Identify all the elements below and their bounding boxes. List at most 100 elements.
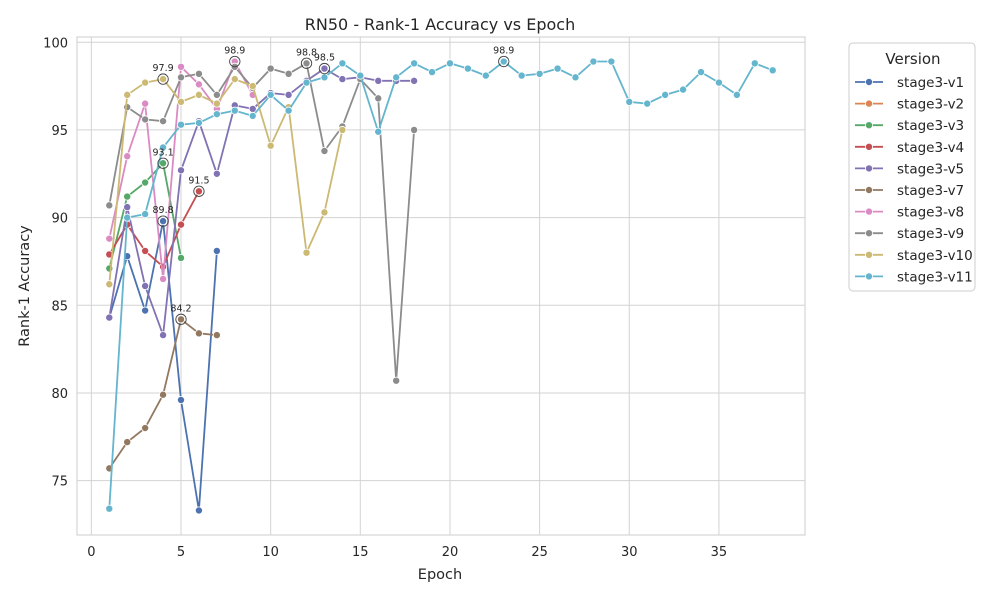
legend-marker xyxy=(865,229,874,238)
series-stage3-v1 xyxy=(105,217,221,515)
annotation-label: 91.5 xyxy=(188,175,209,186)
data-point xyxy=(266,141,275,150)
data-point xyxy=(141,210,150,219)
legend-box xyxy=(848,42,976,292)
data-point xyxy=(194,90,203,99)
legend-marker xyxy=(865,164,874,173)
annotation: 98.5 xyxy=(314,53,335,75)
data-point xyxy=(176,253,185,262)
data-point xyxy=(176,315,185,324)
data-point xyxy=(661,90,670,99)
data-point xyxy=(176,97,185,106)
data-point xyxy=(445,59,454,68)
data-point xyxy=(750,59,759,68)
y-tick-label: 90 xyxy=(51,212,68,227)
x-tick-label: 30 xyxy=(621,545,638,560)
legend-marker xyxy=(865,142,874,151)
legend-item-stage3-v3: stage3-v3 xyxy=(855,118,964,134)
annotation-label: 84.2 xyxy=(170,303,191,314)
data-point xyxy=(141,78,150,87)
data-point xyxy=(123,438,132,447)
data-point xyxy=(320,64,329,73)
legend-label: stage3-v9 xyxy=(897,226,964,242)
annotation-ring xyxy=(300,57,313,69)
data-point xyxy=(159,143,168,152)
data-point xyxy=(248,104,257,113)
annotation: 93.1 xyxy=(152,147,174,169)
data-point xyxy=(392,376,401,385)
data-point xyxy=(105,201,114,210)
data-point xyxy=(159,159,168,168)
x-axis-ticks: 0 5 10 15 20 25 30 35 xyxy=(87,545,727,560)
data-point xyxy=(643,99,652,108)
x-tick-label: 10 xyxy=(262,545,279,560)
legend-label: stage3-v4 xyxy=(897,140,964,156)
data-point xyxy=(392,73,401,82)
data-point xyxy=(607,57,616,66)
x-axis-title: Epoch xyxy=(418,567,462,583)
legend-label: stage3-v2 xyxy=(897,97,964,113)
data-point xyxy=(105,313,114,322)
data-point xyxy=(553,64,562,73)
annotation-label: 98.8 xyxy=(296,47,317,58)
data-point xyxy=(212,246,221,255)
data-point xyxy=(374,94,383,103)
data-point xyxy=(194,329,203,338)
data-point xyxy=(374,76,383,85)
legend-marker xyxy=(865,185,874,194)
data-point xyxy=(141,281,150,290)
annotation-ring xyxy=(498,55,510,68)
data-point xyxy=(141,306,150,315)
legend-label: stage3-v10 xyxy=(897,248,973,264)
data-point xyxy=(535,69,544,78)
annotation-label: 98.9 xyxy=(493,46,514,57)
plot-frame xyxy=(76,36,806,536)
legend-marker xyxy=(865,272,874,281)
data-point xyxy=(194,118,203,127)
legend-label: stage3-v1 xyxy=(897,75,964,91)
annotation-ring xyxy=(175,313,187,325)
data-point xyxy=(338,125,347,134)
data-point xyxy=(302,248,311,257)
data-point xyxy=(123,103,132,112)
legend-item-stage3-v9: stage3-v9 xyxy=(855,226,964,242)
data-point xyxy=(194,506,203,515)
data-point xyxy=(338,59,347,68)
data-point xyxy=(159,274,168,283)
legend-marker xyxy=(865,78,874,87)
data-point xyxy=(230,106,239,115)
annotation-label: 89.8 xyxy=(152,205,173,216)
legend-item-stage3-v4: stage3-v4 xyxy=(855,140,964,156)
data-point xyxy=(212,99,221,108)
annotation-ring xyxy=(157,73,169,85)
data-point xyxy=(679,85,688,94)
legend-marker xyxy=(865,250,874,259)
legend-item-stage3-v2: stage3-v2 xyxy=(855,97,964,113)
data-point xyxy=(284,69,293,78)
legend-item-stage3-v8: stage3-v8 xyxy=(855,205,964,221)
data-point xyxy=(589,57,598,66)
data-point xyxy=(194,187,203,196)
data-point xyxy=(159,331,168,340)
data-point xyxy=(463,64,472,73)
legend-item-stage3-v10: stage3-v10 xyxy=(855,248,973,264)
series-stage3-v10 xyxy=(105,75,347,289)
x-tick-label: 35 xyxy=(711,545,728,560)
annotation: 98.9 xyxy=(224,46,245,68)
x-tick-label: 5 xyxy=(177,545,185,560)
data-point xyxy=(410,59,419,68)
data-point xyxy=(248,111,257,120)
data-point xyxy=(266,90,275,99)
data-point xyxy=(230,75,239,84)
data-point xyxy=(176,220,185,229)
data-point xyxy=(159,75,168,84)
data-point xyxy=(302,59,311,68)
annotation: 97.9 xyxy=(152,63,174,85)
series-line xyxy=(108,190,200,268)
annotation-ring xyxy=(229,55,241,68)
data-point xyxy=(714,78,723,87)
x-tick-label: 20 xyxy=(442,545,459,560)
data-point xyxy=(141,115,150,124)
data-point xyxy=(266,64,275,73)
